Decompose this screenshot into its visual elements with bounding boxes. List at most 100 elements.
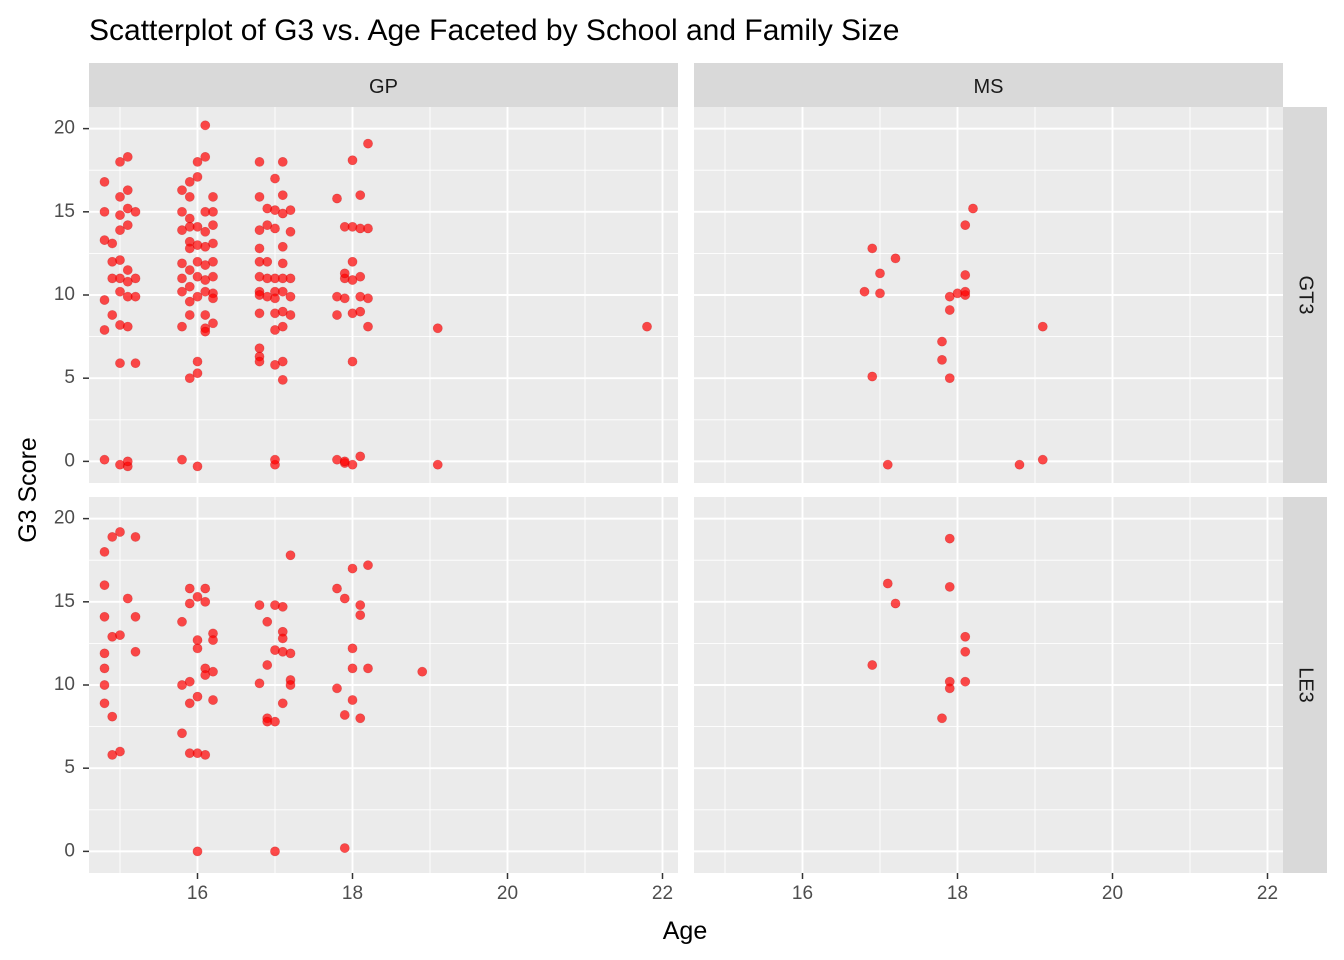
y-axis-title: G3 Score (14, 437, 42, 543)
scatter-point-gp-le3 (122, 593, 133, 604)
scatter-point-gp-le3 (184, 698, 195, 709)
scatter-point-gp-le3 (277, 601, 288, 612)
scatter-point-gp-gt3 (115, 358, 125, 369)
scatter-point-gp-le3 (99, 698, 110, 709)
scatter-point-gp-le3 (347, 663, 358, 674)
strip-column-ms (694, 63, 1283, 107)
scatter-point-gp-gt3 (332, 310, 342, 320)
scatter-point-gp-gt3 (184, 281, 195, 292)
scatter-point-gp-gt3 (432, 459, 443, 470)
scatter-point-ms-gt3 (867, 243, 878, 254)
scatter-point-gp-le3 (355, 600, 366, 611)
scatter-point-gp-le3 (115, 746, 125, 757)
scatter-point-gp-gt3 (184, 310, 195, 320)
scatter-point-gp-le3 (254, 600, 265, 611)
scatter-point-gp-le3 (347, 695, 358, 705)
y-tick-label: 0 (64, 450, 75, 471)
scatter-point-gp-le3 (254, 678, 265, 689)
scatter-point-gp-gt3 (115, 210, 125, 221)
scatter-point-gp-le3 (200, 749, 211, 760)
scatter-point-gp-le3 (277, 698, 288, 709)
scatter-point-gp-gt3 (107, 238, 118, 249)
scatter-point-gp-gt3 (270, 454, 280, 465)
scatter-point-gp-gt3 (277, 157, 288, 167)
scatter-point-gp-gt3 (355, 271, 366, 282)
scatter-point-ms-gt3 (875, 268, 885, 279)
scatter-point-gp-le3 (285, 648, 296, 659)
scatter-point-ms-gt3 (960, 286, 971, 297)
scatter-point-gp-gt3 (192, 221, 203, 232)
scatter-point-gp-gt3 (208, 220, 218, 231)
scatter-point-gp-gt3 (177, 454, 187, 465)
scatter-point-ms-le3 (882, 578, 893, 589)
x-tick-label: 18 (947, 883, 968, 904)
scatter-point-gp-gt3 (177, 286, 187, 297)
scatter-point-gp-gt3 (363, 223, 373, 234)
scatter-point-gp-gt3 (192, 171, 203, 182)
scatter-point-gp-gt3 (285, 291, 296, 302)
scatter-point-gp-gt3 (277, 321, 288, 332)
scatter-point-gp-gt3 (177, 206, 187, 217)
scatter-point-gp-gt3 (339, 293, 350, 304)
scatter-point-gp-le3 (192, 591, 203, 602)
scatter-point-gp-gt3 (277, 241, 288, 252)
y-tick-label: 15 (54, 201, 75, 222)
scatter-point-gp-le3 (270, 716, 280, 727)
y-tick-label: 10 (54, 284, 75, 305)
scatter-point-gp-le3 (99, 663, 110, 674)
scatter-point-gp-gt3 (192, 291, 203, 302)
scatter-point-gp-le3 (99, 648, 110, 659)
scatter-point-gp-gt3 (332, 193, 342, 204)
scatter-point-ms-gt3 (1037, 454, 1048, 465)
scatter-point-gp-gt3 (347, 356, 358, 367)
scatter-point-gp-gt3 (277, 286, 288, 297)
scatter-point-gp-gt3 (270, 359, 280, 370)
scatter-point-gp-gt3 (347, 155, 358, 166)
scatter-point-gp-gt3 (254, 191, 265, 202)
scatter-point-gp-le3 (417, 666, 428, 677)
scatter-point-gp-gt3 (184, 296, 195, 307)
scatter-point-gp-gt3 (432, 323, 443, 334)
scatter-point-gp-gt3 (99, 206, 110, 217)
scatter-point-gp-gt3 (192, 356, 203, 367)
scatter-point-gp-gt3 (262, 256, 273, 267)
scatter-point-gp-le3 (130, 532, 141, 542)
y-tick-label: 10 (54, 674, 75, 695)
x-axis-title: Age (663, 917, 707, 945)
scatter-point-gp-le3 (99, 547, 110, 557)
scatter-point-gp-le3 (347, 563, 358, 574)
scatter-point-gp-gt3 (130, 291, 141, 302)
y-tick-label: 20 (54, 118, 75, 139)
scatter-point-gp-gt3 (200, 226, 211, 237)
scatter-point-gp-gt3 (99, 176, 110, 187)
y-tick-label: 5 (64, 367, 75, 388)
scatter-point-gp-gt3 (177, 185, 187, 196)
scatter-point-gp-le3 (332, 583, 342, 594)
scatter-point-gp-le3 (363, 663, 373, 674)
scatter-point-ms-gt3 (859, 286, 870, 297)
scatter-point-ms-le3 (937, 713, 947, 724)
scatter-point-ms-gt3 (1037, 321, 1048, 332)
strip-column-gp (89, 63, 678, 107)
scatter-point-gp-le3 (208, 635, 218, 645)
scatter-point-gp-le3 (192, 691, 203, 702)
scatter-point-gp-gt3 (115, 157, 125, 167)
scatter-point-gp-gt3 (339, 268, 350, 279)
scatter-point-gp-le3 (107, 532, 118, 542)
scatter-point-gp-le3 (177, 616, 187, 627)
scatter-point-gp-gt3 (184, 265, 195, 275)
scatter-point-gp-le3 (363, 560, 373, 571)
scatter-point-gp-gt3 (347, 459, 358, 470)
scatter-point-gp-le3 (192, 846, 203, 857)
scatter-point-gp-gt3 (285, 205, 296, 216)
scatter-point-gp-le3 (277, 633, 288, 644)
scatter-point-gp-gt3 (200, 326, 211, 337)
scatter-point-ms-le3 (960, 646, 971, 657)
scatter-point-ms-gt3 (937, 336, 947, 347)
x-tick-label: 16 (792, 883, 813, 904)
scatter-point-ms-gt3 (875, 288, 885, 299)
scatter-point-gp-le3 (355, 713, 366, 724)
scatter-point-gp-gt3 (99, 325, 110, 335)
scatter-point-gp-gt3 (254, 356, 265, 367)
scatter-point-gp-gt3 (122, 220, 133, 231)
